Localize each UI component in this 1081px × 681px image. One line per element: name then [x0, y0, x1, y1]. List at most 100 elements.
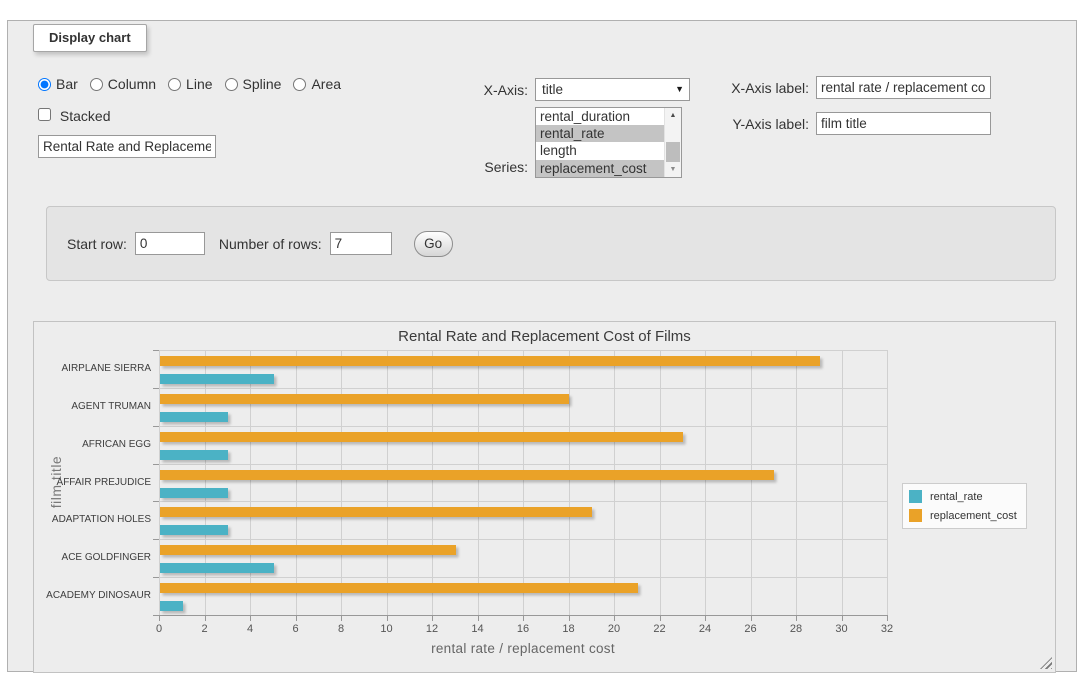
- series-option-rental_rate[interactable]: rental_rate: [536, 125, 664, 143]
- legend-swatch-replacement_cost: [909, 509, 922, 522]
- stacked-checkbox[interactable]: [38, 108, 51, 121]
- gridline: [159, 350, 160, 615]
- go-button[interactable]: Go: [413, 230, 453, 257]
- gridline: [568, 350, 570, 615]
- chart-type-radiogroup: Bar Column Line Spline Area: [38, 76, 353, 92]
- gridline: [750, 350, 752, 615]
- chart-type-option-line[interactable]: Line: [168, 76, 213, 92]
- x-axis-tick-label: 8: [337, 623, 345, 635]
- bar-replacement_cost: [160, 356, 820, 366]
- x-tick-mark: [341, 615, 342, 621]
- fieldset-legend: Display chart: [33, 24, 147, 52]
- gridline: [159, 425, 887, 427]
- bar-rental_rate: [160, 374, 274, 384]
- x-axis-tick-label: 14: [471, 623, 484, 635]
- bar-rental_rate: [160, 411, 228, 422]
- y-axis-label-input[interactable]: [816, 112, 991, 135]
- gridline: [796, 350, 797, 615]
- chart-type-radio-line[interactable]: [168, 77, 182, 91]
- y-axis-label-row: Y-Axis label:: [727, 112, 991, 135]
- stacked-row: Stacked: [38, 108, 110, 124]
- series-option-rental_duration[interactable]: rental_duration: [540, 109, 631, 124]
- y-axis-category-label: AGENT TRUMAN: [71, 400, 151, 412]
- num-rows-input[interactable]: [329, 232, 392, 255]
- chart-type-option-column[interactable]: Column: [89, 76, 157, 92]
- y-tick-mark: [153, 615, 159, 616]
- start-row-input[interactable]: [134, 232, 205, 255]
- x-axis-line: [159, 615, 887, 616]
- y-tick-mark: [153, 501, 159, 503]
- gridline: [295, 350, 297, 615]
- chart-legend: rental_rate replacement_cost: [902, 483, 1027, 529]
- legend-label: rental_rate: [930, 490, 983, 503]
- chart-type-label: Column: [107, 76, 157, 92]
- bar-replacement_cost: [160, 507, 592, 518]
- gridline: [159, 350, 887, 351]
- gridline: [204, 350, 206, 615]
- x-axis-tick-label: 18: [562, 623, 575, 635]
- x-axis-tick-label: 2: [201, 623, 208, 635]
- stacked-option[interactable]: Stacked: [38, 108, 110, 124]
- y-axis-label-label: Y-Axis label:: [732, 115, 809, 132]
- chart-type-option-spline[interactable]: Spline: [224, 76, 282, 92]
- display-chart-fieldset: Display chart Bar Column Line Spline Area St…: [7, 20, 1077, 673]
- stacked-label: Stacked: [59, 108, 111, 124]
- x-axis-tick-label: 30: [835, 623, 848, 635]
- x-tick-mark: [250, 615, 251, 621]
- y-axis-category-label: AIRPLANE SIERRA: [61, 362, 151, 374]
- x-axis-label-row: X-Axis label:: [727, 76, 991, 99]
- chart-type-option-bar[interactable]: Bar: [38, 76, 78, 92]
- x-axis-tick-label: 28: [789, 623, 803, 635]
- chart-type-radio-bar[interactable]: [38, 77, 51, 91]
- x-axis-tick-label: 24: [698, 623, 712, 635]
- chart-type-label: Spline: [242, 76, 282, 92]
- x-axis-select[interactable]: title ▼: [535, 78, 690, 101]
- x-axis-tick-label: 22: [653, 623, 666, 635]
- gridline: [887, 350, 888, 615]
- gridline: [659, 350, 661, 615]
- num-rows-label: Number of rows:: [218, 235, 322, 252]
- x-tick-mark: [705, 615, 706, 621]
- series-option-length[interactable]: length: [540, 143, 577, 159]
- gridline: [250, 350, 251, 615]
- chart-type-radio-area[interactable]: [293, 77, 307, 91]
- bar-rental_rate: [160, 487, 228, 498]
- gridline: [159, 539, 887, 541]
- x-tick-mark: [204, 615, 206, 621]
- chart-type-option-area[interactable]: Area: [293, 76, 341, 92]
- x-axis-row: X-Axis: title ▼: [470, 78, 690, 101]
- series-listbox[interactable]: ▲ ▼ rental_duration rental_rate length repl…: [535, 107, 682, 178]
- gridline: [386, 350, 388, 615]
- x-axis-tick-label: 16: [516, 623, 530, 635]
- y-axis-category-label: ACE GOLDFINGER: [61, 552, 151, 564]
- x-tick-mark: [796, 615, 797, 621]
- scrollbar-thumb[interactable]: [666, 142, 680, 163]
- legend-label: replacement_cost: [930, 509, 1017, 522]
- y-tick-mark: [153, 387, 159, 389]
- x-axis-selected-value: title: [542, 82, 564, 97]
- x-axis-tick-label: 6: [292, 623, 299, 635]
- row-range-panel: Start row: Number of rows: Go: [46, 206, 1056, 281]
- bar-rental_rate: [160, 525, 228, 536]
- bar-rental_rate: [160, 563, 274, 574]
- x-axis-tick-label: 26: [744, 623, 757, 635]
- x-axis-label-label: X-Axis label:: [731, 79, 809, 96]
- y-tick-mark: [153, 463, 159, 465]
- series-option-replacement_cost[interactable]: replacement_cost: [536, 159, 664, 177]
- bar-rental_rate: [160, 601, 183, 612]
- x-tick-mark: [386, 615, 388, 621]
- listbox-scrollbar[interactable]: ▲ ▼: [664, 108, 681, 177]
- scroll-down-icon[interactable]: ▼: [665, 162, 681, 177]
- x-tick-mark: [159, 615, 160, 621]
- x-axis-label-input[interactable]: [816, 76, 991, 99]
- gridline: [159, 463, 887, 465]
- y-axis-category-label: ACADEMY DINOSAUR: [46, 590, 151, 602]
- chart-type-radio-spline[interactable]: [224, 77, 238, 91]
- gridline: [841, 350, 843, 615]
- scroll-up-icon[interactable]: ▲: [665, 108, 681, 123]
- chart-title-input[interactable]: [38, 135, 216, 158]
- x-axis-tick-label: 10: [380, 623, 393, 635]
- y-tick-mark: [153, 350, 159, 351]
- resize-grip-icon[interactable]: [1040, 657, 1052, 669]
- chart-type-radio-column[interactable]: [89, 77, 103, 91]
